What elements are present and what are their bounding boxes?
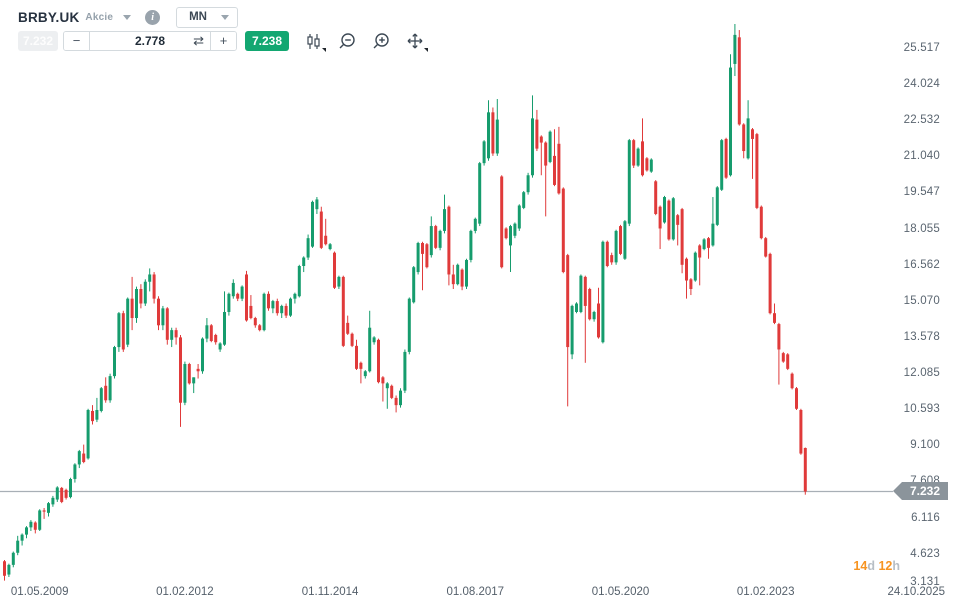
zoom-out-icon bbox=[339, 33, 355, 49]
bid-price-button[interactable]: 7.232 bbox=[18, 31, 58, 51]
volume-stepper: − 2.778 ⇄ + bbox=[63, 31, 237, 51]
price-axis-label: 22.532 bbox=[903, 114, 940, 127]
time-axis-label: 24.10.2025 bbox=[887, 586, 945, 598]
countdown-days-unit: d bbox=[867, 559, 875, 573]
instrument-type-label: Akcie bbox=[85, 11, 114, 23]
price-axis-label: 19.547 bbox=[903, 186, 940, 199]
price-axis-label: 24.024 bbox=[903, 78, 940, 91]
price-axis-label: 3.131 bbox=[910, 576, 940, 588]
swap-units-icon[interactable]: ⇄ bbox=[193, 33, 204, 48]
dropdown-caret-icon bbox=[322, 48, 326, 52]
time-axis-label: 01.05.2009 bbox=[10, 586, 69, 598]
pan-crosshair-icon bbox=[407, 33, 423, 49]
dropdown-caret-icon bbox=[424, 48, 428, 52]
current-price-badge: 7.232 bbox=[893, 482, 948, 501]
countdown-days: 14 bbox=[853, 559, 868, 573]
price-axis-label: 21.040 bbox=[903, 150, 940, 163]
chevron-down-icon bbox=[220, 14, 229, 20]
countdown-hours-unit: h bbox=[892, 559, 900, 573]
candlestick-type-icon bbox=[306, 33, 320, 49]
pan-mode-button[interactable] bbox=[405, 31, 428, 52]
ask-price-button[interactable]: 7.238 bbox=[245, 31, 289, 51]
candle-close-countdown: 14d 12h bbox=[853, 559, 900, 573]
price-axis-label: 10.593 bbox=[903, 403, 940, 416]
volume-value: 2.778 bbox=[134, 34, 166, 48]
order-toolbar: 7.232 − 2.778 ⇄ + 7.238 bbox=[18, 31, 428, 52]
zoom-out-button[interactable] bbox=[337, 31, 357, 51]
time-axis-label: 01.11.2014 bbox=[301, 586, 359, 598]
time-axis: 01.05.2009 01.02.2012 01.11.2014 01.08.2017… bbox=[0, 586, 964, 602]
info-icon[interactable]: i bbox=[145, 9, 161, 25]
price-axis-label: 6.116 bbox=[911, 511, 940, 524]
time-axis-label: 01.02.2023 bbox=[736, 586, 795, 598]
timeframe-value: MN bbox=[189, 11, 207, 23]
volume-field[interactable]: 2.778 ⇄ bbox=[90, 32, 210, 50]
chevron-down-icon[interactable] bbox=[123, 14, 132, 20]
price-axis-label: 4.623 bbox=[910, 547, 940, 560]
increase-button[interactable]: + bbox=[210, 32, 236, 50]
instrument-header: BRBY.UK Akcie i MN bbox=[18, 6, 238, 28]
price-axis-label: 15.070 bbox=[903, 294, 940, 307]
current-price-value: 7.232 bbox=[902, 482, 948, 501]
countdown-hours: 12 bbox=[878, 559, 893, 573]
zoom-in-button[interactable] bbox=[371, 31, 391, 51]
instrument-symbol: BRBY.UK bbox=[18, 9, 80, 25]
price-axis-label: 13.578 bbox=[903, 330, 940, 343]
price-axis-label: 9.100 bbox=[910, 439, 940, 452]
price-badge-arrow-icon bbox=[893, 482, 902, 501]
price-axis-label: 18.055 bbox=[903, 222, 940, 235]
zoom-in-icon bbox=[373, 33, 389, 49]
price-axis-label: 16.562 bbox=[903, 258, 940, 271]
decrease-button[interactable]: − bbox=[64, 32, 90, 50]
price-axis-label: 25.517 bbox=[903, 42, 940, 54]
price-axis-label: 12.085 bbox=[903, 367, 940, 380]
time-axis-label: 01.08.2017 bbox=[446, 586, 505, 598]
timeframe-select[interactable]: MN bbox=[176, 6, 238, 28]
time-axis-label: 01.05.2020 bbox=[591, 586, 650, 598]
chart-type-button[interactable] bbox=[303, 31, 326, 52]
time-axis-label: 01.02.2012 bbox=[156, 586, 214, 598]
